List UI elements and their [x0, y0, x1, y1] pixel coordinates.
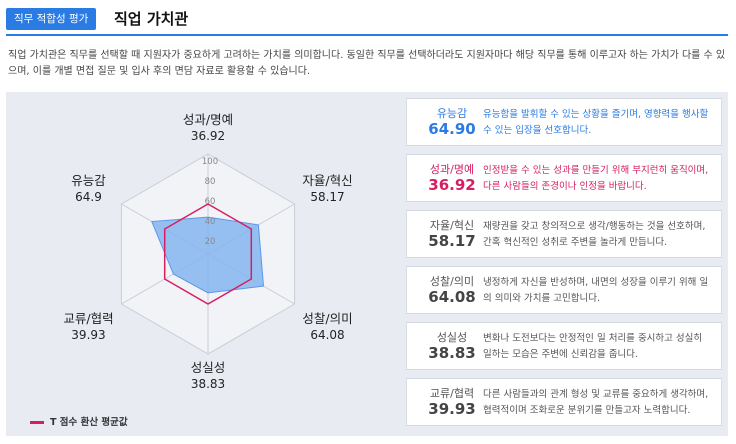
axis-value-label: 38.83: [191, 377, 225, 391]
axis-label: 교류/협력: [63, 311, 113, 326]
value-card-score: 64.90: [428, 120, 476, 138]
value-card: 성과/명예 36.92 인정받을 수 있는 성과를 만들기 위해 부지런히 움직이며…: [406, 154, 722, 202]
axis-label: 유능감: [71, 173, 106, 188]
axis-label: 자율/혁신: [302, 173, 352, 188]
axis-label: 성찰/의미: [302, 311, 352, 326]
value-card-score: 36.92: [428, 176, 476, 194]
axis-value-label: 64.9: [75, 190, 102, 204]
page-title: 직업 가치관: [114, 10, 189, 28]
axis-label: 성실성: [191, 360, 226, 375]
value-card-score: 58.17: [428, 232, 476, 250]
header-divider: [6, 34, 728, 36]
results-panel: 20 40 60 80 100 성과/명예 36.92 자율/혁신 58.17 성찰/의미 64.0…: [6, 92, 728, 436]
value-card-name: 성과/명예: [429, 163, 475, 176]
legend-label: T 점수 환산 평균값: [50, 417, 128, 428]
tick-label: 80: [205, 177, 216, 187]
value-card-description: 인정받을 수 있는 성과를 만들기 위해 부지런히 움직이며, 다른 사람들의 …: [483, 165, 709, 192]
axis-label: 성과/명예: [183, 112, 233, 127]
legend-swatch: [30, 421, 44, 424]
section-badge: 직무 적합성 평가: [6, 8, 97, 30]
tick-label: 60: [205, 197, 216, 207]
value-card-description: 유능함을 발휘할 수 있는 상황을 즐기며, 영향력을 행사할 수 있는 입장을…: [483, 109, 709, 136]
axis-value-label: 39.93: [71, 328, 105, 342]
value-card-name: 교류/협력: [429, 387, 475, 400]
value-card-name: 유능감: [436, 107, 468, 120]
axis-value-label: 64.08: [310, 328, 344, 342]
value-card-score: 39.93: [428, 400, 476, 418]
page-description: 직업 가치관은 직무를 선택할 때 지원자가 중요하게 고려하는 가치를 의미합…: [8, 50, 726, 77]
value-card: 교류/협력 39.93 다른 사람들과의 관계 형성 및 교류를 중요하게 생각하며…: [406, 378, 722, 426]
value-card-score: 64.08: [428, 288, 476, 306]
value-card-description: 재량권을 갖고 창의적으로 생각/행동하는 것을 선호하며, 간혹 혁신적인 성…: [483, 221, 706, 248]
value-card: 성실성 38.83 변화나 도전보다는 안정적인 일 처리를 중시하고 성실히 일하…: [406, 322, 722, 370]
data-series-area: [151, 216, 265, 294]
value-card-name: 성찰/의미: [429, 275, 475, 288]
page-header: 직무 적합성 평가 직업 가치관: [6, 8, 728, 34]
value-card-score: 38.83: [428, 344, 476, 362]
axis-value-label: 58.17: [310, 190, 344, 204]
value-card-description: 다른 사람들과의 관계 형성 및 교류를 중요하게 생각하며, 협력적이며 조화…: [483, 389, 709, 416]
value-card: 성찰/의미 64.08 냉정하게 자신을 반성하며, 내면의 성장을 이루기 위해 …: [406, 266, 722, 314]
value-card-description: 냉정하게 자신을 반성하며, 내면의 성장을 이루기 위해 일의 의미와 가치를…: [483, 277, 709, 304]
value-card-name: 성실성: [436, 331, 468, 344]
tick-label: 20: [205, 237, 216, 247]
value-card: 유능감 64.90 유능함을 발휘할 수 있는 상황을 즐기며, 영향력을 행사할 …: [406, 98, 722, 146]
axis-value-label: 36.92: [191, 129, 225, 143]
chart-legend: T 점수 환산 평균값: [30, 414, 128, 428]
value-card-name: 자율/혁신: [429, 219, 475, 232]
value-card: 자율/혁신 58.17 재량권을 갖고 창의적으로 생각/행동하는 것을 선호하며,…: [406, 210, 722, 258]
tick-label: 100: [202, 157, 218, 167]
value-card-description: 변화나 도전보다는 안정적인 일 처리를 중시하고 성실히 일하는 모습은 주변…: [483, 333, 703, 360]
average-series-line: [163, 203, 253, 305]
tick-label: 40: [205, 217, 216, 227]
radar-chart: 20 40 60 80 100 성과/명예 36.92 자율/혁신 58.17 성찰/의미 64.0…: [63, 112, 352, 391]
